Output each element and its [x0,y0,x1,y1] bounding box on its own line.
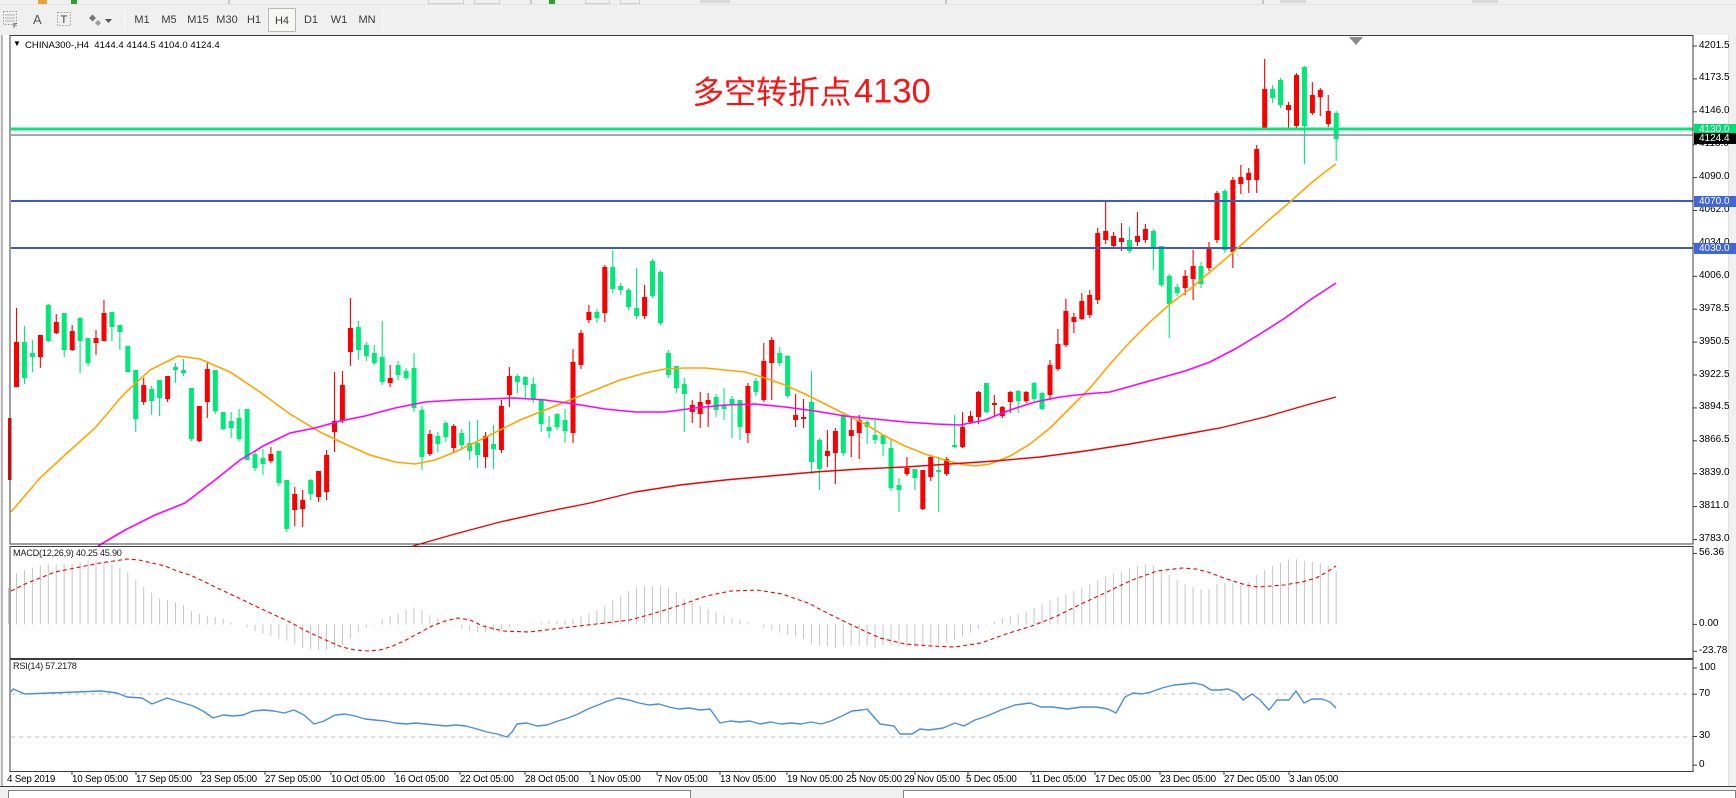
svg-text:T: T [61,14,68,26]
svg-text:A: A [33,12,42,27]
svg-text:F: F [13,23,17,30]
svg-text:4130: 4130 [854,73,931,111]
